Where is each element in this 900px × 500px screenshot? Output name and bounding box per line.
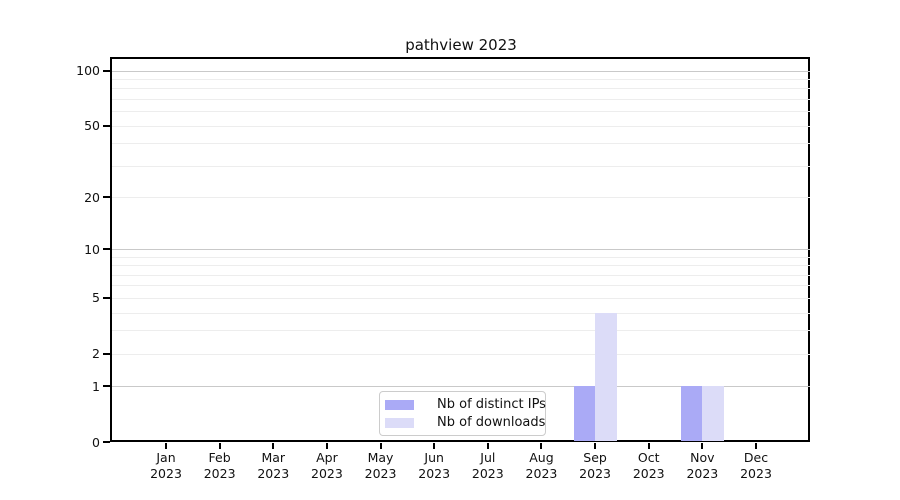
y-tick-mark: [103, 196, 110, 199]
x-tick-label-sep: Sep 2023: [579, 450, 611, 481]
bar-nov-distinct-ips: [680, 386, 703, 441]
major-gridline: [112, 249, 810, 251]
x-tick-mark: [755, 443, 757, 449]
minor-gridline: [112, 125, 810, 127]
x-tick-label-mar: Mar 2023: [257, 450, 290, 481]
minor-gridline: [112, 285, 810, 287]
x-tick-mark: [647, 443, 650, 449]
y-tick-mark: [103, 124, 110, 127]
legend-swatch-distinct-ips: [385, 399, 414, 410]
x-tick-label-jul: Jul 2023: [471, 450, 504, 481]
legend-label-distinct-ips: Nb of distinct IPs: [437, 397, 546, 412]
y-tick-label: 10: [84, 241, 100, 257]
minor-gridline: [112, 330, 810, 332]
x-tick-mark: [486, 443, 489, 449]
minor-gridline: [112, 312, 810, 314]
y-tick-label: 1: [92, 378, 100, 394]
x-tick-label-nov: Nov 2023: [686, 450, 719, 481]
x-tick-label-jan: Jan 2023: [150, 450, 182, 481]
minor-gridline: [112, 143, 810, 145]
x-tick-label-apr: Apr 2023: [311, 450, 343, 481]
y-tick-mark: [103, 296, 110, 299]
legend-row: Nb of distinct IPs: [385, 397, 546, 412]
x-tick-mark: [540, 443, 543, 449]
x-tick-label-jun: Jun 2023: [418, 450, 451, 481]
x-tick-label-feb: Feb 2023: [203, 450, 236, 481]
bar-sep-distinct-ips: [573, 386, 596, 441]
y-tick-mark: [103, 248, 110, 251]
y-tick-label: 2: [92, 346, 100, 362]
legend-label-downloads: Nb of downloads: [437, 415, 546, 430]
minor-gridline: [112, 79, 810, 81]
x-tick-mark: [272, 443, 275, 449]
legend-row: Nb of downloads: [385, 415, 545, 430]
major-gridline: [112, 70, 810, 72]
minor-gridline: [112, 353, 810, 355]
x-tick-mark: [325, 443, 328, 449]
minor-gridline: [112, 88, 810, 90]
x-tick-mark: [433, 443, 436, 449]
x-tick-label-dec: Dec 2023: [740, 450, 772, 481]
legend: Nb of distinct IPs Nb of downloads: [379, 391, 546, 436]
x-tick-mark: [594, 443, 597, 449]
y-tick-label: 20: [84, 189, 100, 205]
bar-sep-downloads: [595, 312, 617, 441]
minor-gridline: [112, 197, 810, 199]
bar-nov-downloads: [702, 386, 724, 441]
y-tick-mark: [103, 69, 110, 72]
x-tick-mark: [701, 443, 704, 449]
y-tick-label: 100: [76, 63, 100, 79]
minor-gridline: [112, 99, 810, 101]
x-tick-label-oct: Oct 2023: [632, 450, 665, 481]
minor-gridline: [112, 256, 810, 258]
major-gridline: [112, 386, 810, 388]
y-tick-label: 50: [84, 118, 100, 134]
x-tick-mark: [218, 443, 221, 449]
legend-swatch-downloads: [385, 417, 414, 428]
x-tick-label-may: May 2023: [364, 450, 397, 481]
y-tick-label: 5: [92, 290, 100, 306]
minor-gridline: [112, 297, 810, 299]
y-tick-label: 0: [92, 434, 100, 450]
minor-gridline: [112, 111, 810, 113]
x-tick-mark: [379, 443, 382, 449]
minor-gridline: [112, 165, 810, 167]
minor-gridline: [112, 265, 810, 267]
chart-title: pathview 2023: [405, 36, 517, 54]
y-tick-mark: [103, 352, 110, 355]
y-tick-mark: [103, 441, 110, 443]
y-tick-mark: [103, 385, 110, 388]
x-tick-mark: [165, 443, 167, 449]
minor-gridline: [112, 274, 810, 276]
x-tick-label-aug: Aug 2023: [525, 450, 558, 481]
